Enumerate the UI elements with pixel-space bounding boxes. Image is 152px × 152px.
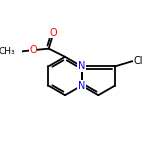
Text: Cl: Cl [133,56,143,66]
Text: N: N [78,81,85,91]
Text: CH₃: CH₃ [0,47,16,56]
Text: O: O [29,45,37,55]
Text: O: O [50,28,57,38]
Text: N: N [78,61,85,71]
